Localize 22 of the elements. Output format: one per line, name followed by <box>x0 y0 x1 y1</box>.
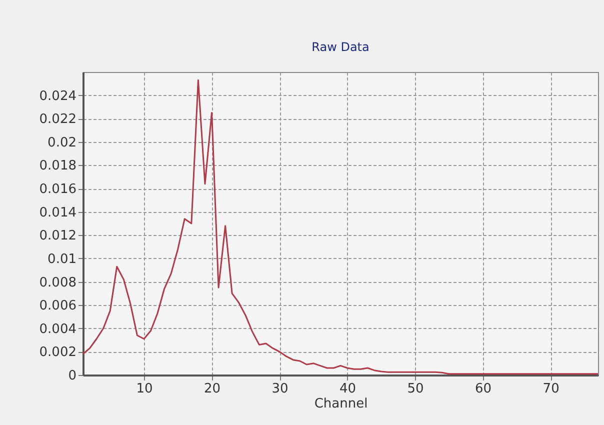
y-tick-label: 0.004 <box>39 322 76 337</box>
x-tick-label: 10 <box>136 382 153 396</box>
y-tick-label: 0.024 <box>39 88 76 104</box>
y-tick-label: 0.018 <box>39 158 76 174</box>
y-tick-label: 0.006 <box>39 298 76 314</box>
x-tick-label: 30 <box>272 382 288 396</box>
chart-title: Raw Data <box>312 40 370 54</box>
x-tick-label: 60 <box>475 382 492 396</box>
x-axis-title: Channel <box>314 396 368 412</box>
y-tick-label: 0.014 <box>39 205 76 220</box>
y-tick-label: 0.016 <box>39 182 76 198</box>
y-tick-label: 0.008 <box>39 275 76 290</box>
x-tick-label: 20 <box>204 382 221 396</box>
y-tick-label: 0.012 <box>39 228 76 244</box>
y-tick-label: 0.02 <box>48 135 76 150</box>
x-tick-label: 50 <box>407 382 424 396</box>
x-tick-label: 40 <box>340 382 356 396</box>
y-tick-label: 0.022 <box>39 112 76 128</box>
y-tick-label: 0 <box>68 368 76 384</box>
y-tick-label: 0.002 <box>39 345 76 360</box>
x-tick-label: 70 <box>542 382 560 396</box>
y-tick-label: 0.01 <box>48 252 76 267</box>
